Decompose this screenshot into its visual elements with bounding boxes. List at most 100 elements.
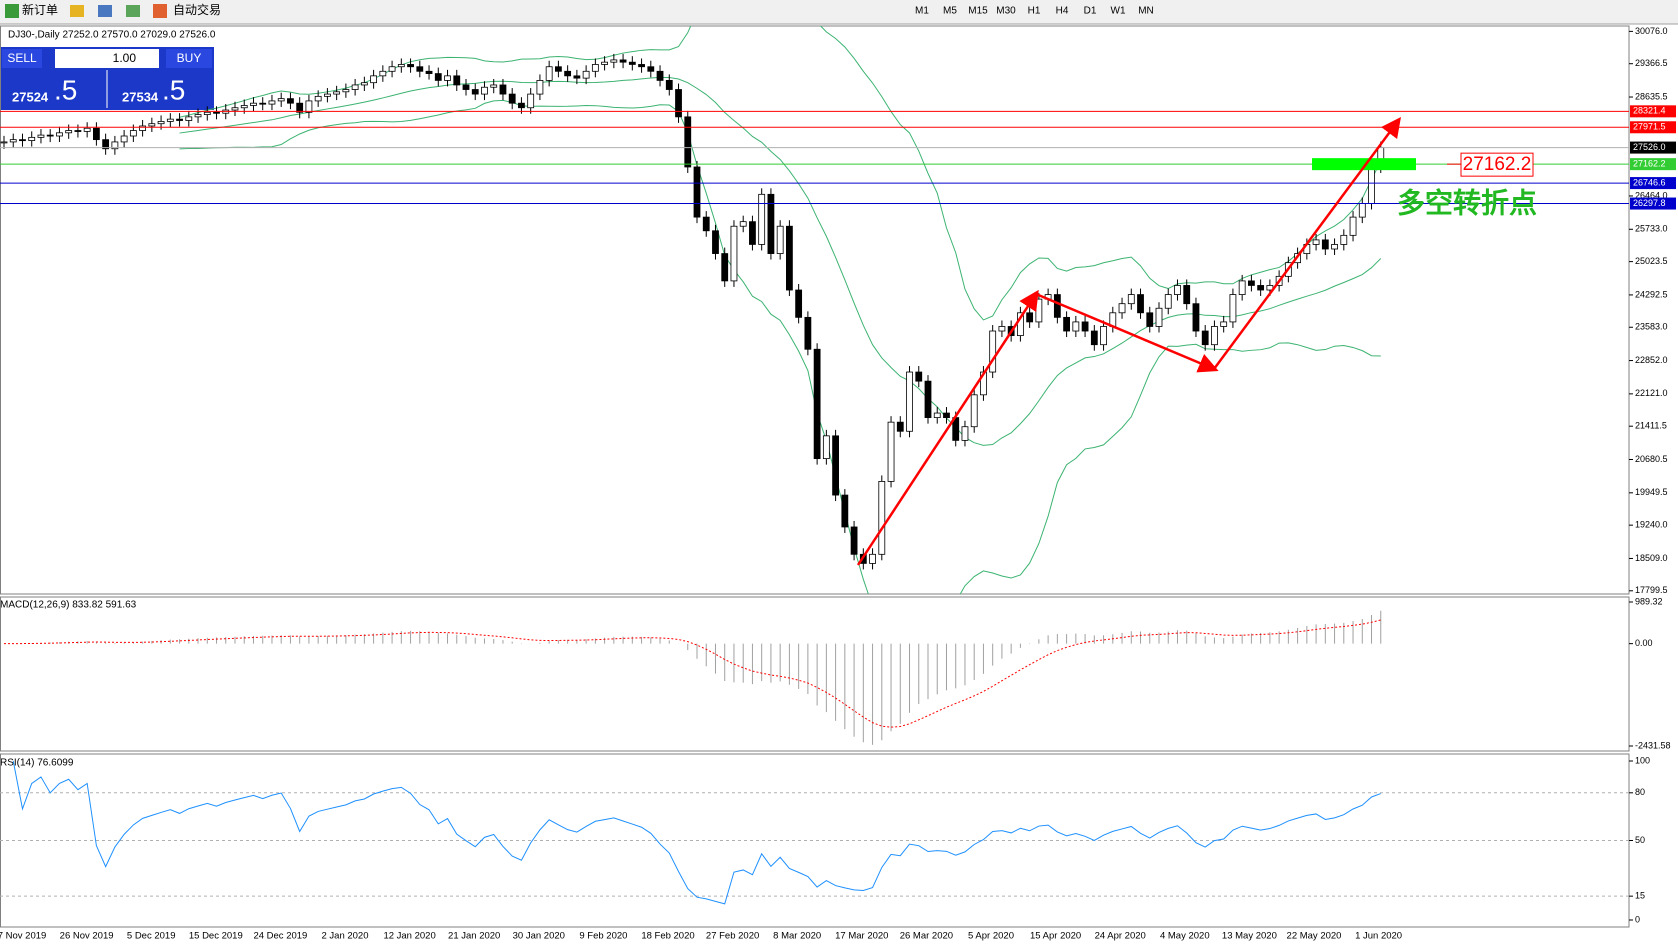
candle	[56, 132, 63, 137]
period-button[interactable]: H4	[1056, 6, 1069, 17]
candle	[166, 118, 174, 122]
y-tick-label: 0.00	[1635, 638, 1653, 648]
price-level-tag	[1630, 121, 1676, 134]
macd-title: MACD(12,26,9) 833.82 591.63	[0, 600, 137, 611]
candle	[93, 127, 100, 141]
icon	[153, 4, 167, 18]
buy-price[interactable]: 27534	[122, 89, 159, 104]
lot-input[interactable]	[55, 49, 159, 68]
candle	[379, 70, 387, 77]
annotation-price: 27162.2	[1463, 154, 1532, 175]
toolbar-button[interactable]: 自动交易	[173, 2, 221, 17]
period-button[interactable]: W1	[1111, 6, 1126, 17]
candle	[776, 225, 784, 254]
price-level-label: 27971.5	[1633, 122, 1666, 132]
x-tick-label: 17 Mar 2020	[835, 931, 888, 942]
x-tick-label: 24 Dec 2019	[253, 931, 307, 942]
candle	[1118, 303, 1126, 314]
price-level-label: 28321.4	[1633, 106, 1666, 116]
candle	[1100, 326, 1107, 346]
x-tick-label: 13 May 2020	[1222, 931, 1277, 942]
candle	[508, 93, 516, 104]
period-button[interactable]: M1	[915, 6, 929, 17]
period-button[interactable]: M15	[968, 6, 988, 17]
candle	[869, 553, 876, 564]
candle	[665, 80, 673, 90]
candle	[1331, 244, 1338, 250]
y-tick-label: -2431.58	[1635, 740, 1671, 750]
y-tick-label: 21411.5	[1635, 421, 1667, 431]
candle	[1072, 321, 1080, 332]
buy-price-frac[interactable]: .5	[162, 74, 185, 105]
candle	[28, 136, 36, 141]
candle	[684, 116, 692, 168]
candle	[841, 494, 849, 528]
candle	[490, 84, 498, 88]
candle	[610, 59, 618, 63]
sell-button[interactable]	[2, 49, 42, 68]
candle	[813, 348, 821, 460]
y-tick-label: 80	[1635, 787, 1645, 797]
x-tick-label: 2 Jan 2020	[321, 931, 368, 942]
sell-price-frac[interactable]: .5	[54, 74, 77, 105]
period-button[interactable]: M30	[996, 6, 1016, 17]
candle	[1137, 294, 1144, 314]
candle	[887, 421, 895, 482]
candle	[933, 412, 941, 419]
candle	[102, 139, 110, 150]
candle	[739, 221, 747, 227]
sell-price[interactable]: 27524	[12, 89, 49, 104]
chart-title: DJ30-,Daily 27252.0 27570.0 27029.0 2752…	[8, 30, 216, 41]
candle	[240, 105, 248, 109]
trend-arrow	[1035, 292, 1219, 373]
buy-label[interactable]: BUY	[177, 51, 202, 65]
price-level-label: 27526.0	[1633, 142, 1666, 152]
candle	[250, 102, 257, 106]
buy-button[interactable]	[166, 49, 212, 68]
x-tick-label: 7 Nov 2019	[0, 931, 46, 942]
candle	[1164, 294, 1172, 309]
y-tick-label: 15	[1635, 891, 1645, 901]
candle	[582, 70, 590, 79]
candle	[129, 130, 137, 137]
candle	[296, 102, 304, 113]
y-tick-label: 29366.5	[1635, 58, 1668, 68]
period-button[interactable]: D1	[1084, 6, 1097, 17]
candle	[702, 216, 710, 232]
candle	[998, 326, 1006, 332]
candle	[786, 225, 793, 291]
sell-label[interactable]: SELL	[7, 51, 37, 65]
panel-frame	[0, 753, 1630, 928]
lot-value[interactable]: 1.00	[113, 51, 137, 65]
x-tick-label: 21 Jan 2020	[448, 931, 500, 942]
period-button[interactable]: M5	[943, 6, 957, 17]
candle	[471, 89, 479, 95]
icon	[5, 4, 19, 18]
x-tick-label: 8 Mar 2020	[773, 931, 821, 942]
panel-frame	[0, 596, 1630, 752]
candle	[1248, 280, 1255, 286]
toolbar-button[interactable]: 新订单	[22, 2, 58, 17]
candle	[268, 100, 276, 105]
candle	[1257, 285, 1265, 291]
y-tick-label: 24292.5	[1635, 289, 1668, 299]
candle	[231, 107, 239, 111]
candle	[555, 66, 562, 72]
x-tick-label: 18 Feb 2020	[641, 931, 694, 942]
candle	[157, 121, 165, 125]
period-button[interactable]: MN	[1138, 6, 1154, 17]
marker-bar	[1312, 158, 1416, 171]
candle	[1081, 321, 1089, 332]
candle	[287, 98, 294, 104]
candle	[767, 193, 775, 254]
y-tick-label: 23583.0	[1635, 322, 1668, 332]
candle	[120, 135, 128, 143]
candle	[1340, 234, 1348, 245]
candle	[83, 127, 91, 132]
period-button[interactable]: H1	[1028, 6, 1041, 17]
candle	[425, 70, 433, 74]
candle	[444, 75, 451, 81]
price-level-label: 26297.8	[1633, 198, 1666, 208]
price-level-tag	[1630, 141, 1676, 154]
